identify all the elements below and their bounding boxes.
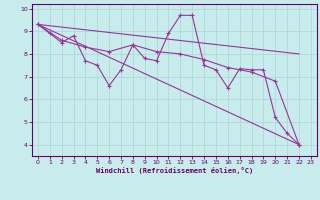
X-axis label: Windchill (Refroidissement éolien,°C): Windchill (Refroidissement éolien,°C) — [96, 167, 253, 174]
